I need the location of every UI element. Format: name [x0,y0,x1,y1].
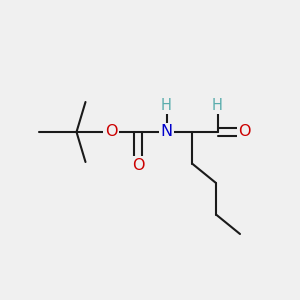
Text: O: O [238,124,251,140]
Text: O: O [105,124,117,140]
Text: O: O [132,158,144,172]
Text: H: H [212,98,223,113]
Text: N: N [160,124,172,140]
Text: H: H [161,98,172,113]
